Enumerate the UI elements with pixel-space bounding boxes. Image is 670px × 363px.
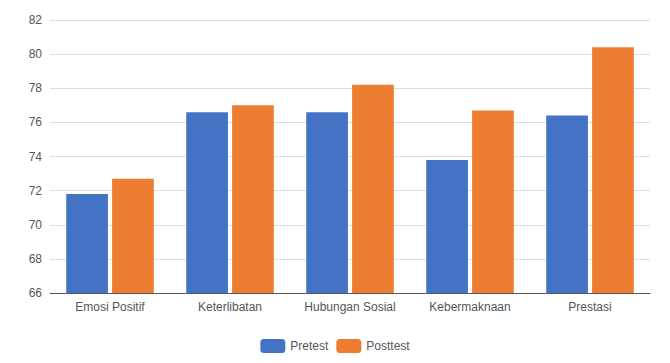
svg-text:Posttest: Posttest	[366, 339, 410, 353]
svg-text:78: 78	[29, 81, 43, 95]
svg-text:76: 76	[29, 115, 43, 129]
svg-text:Hubungan Sosial: Hubungan Sosial	[304, 300, 395, 314]
svg-text:Prestasi: Prestasi	[568, 300, 611, 314]
svg-text:Emosi Positif: Emosi Positif	[75, 300, 145, 314]
svg-text:Keterlibatan: Keterlibatan	[198, 300, 262, 314]
svg-text:68: 68	[29, 252, 43, 266]
svg-text:74: 74	[29, 150, 43, 164]
svg-text:72: 72	[29, 184, 43, 198]
svg-text:Kebermaknaan: Kebermaknaan	[429, 300, 510, 314]
svg-text:66: 66	[29, 286, 43, 300]
svg-text:80: 80	[29, 47, 43, 61]
svg-text:70: 70	[29, 218, 43, 232]
svg-text:Pretest: Pretest	[290, 339, 329, 353]
svg-text:82: 82	[29, 13, 43, 27]
